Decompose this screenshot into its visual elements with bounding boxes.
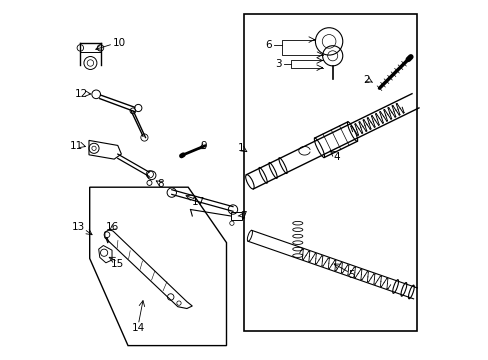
Bar	[244, 14, 416, 331]
Text: 5: 5	[348, 270, 354, 280]
Text: 17: 17	[191, 197, 204, 207]
Text: 12: 12	[75, 89, 88, 99]
Text: 1: 1	[237, 143, 244, 153]
Text: 15: 15	[111, 258, 124, 269]
Text: 7: 7	[240, 211, 246, 221]
Text: 8: 8	[157, 179, 164, 189]
Text: 4: 4	[332, 152, 339, 162]
Text: 16: 16	[105, 222, 119, 232]
Text: 9: 9	[201, 141, 207, 151]
Text: 14: 14	[131, 323, 144, 333]
Text: 6: 6	[265, 40, 272, 50]
Text: 2: 2	[362, 75, 369, 85]
Text: 10: 10	[113, 38, 126, 48]
Text: 13: 13	[71, 222, 84, 232]
Text: 11: 11	[69, 141, 82, 151]
Bar	[230, 212, 242, 220]
Text: 3: 3	[275, 59, 282, 69]
